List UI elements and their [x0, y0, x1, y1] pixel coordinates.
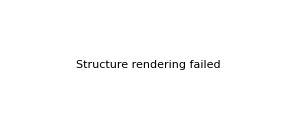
Text: Structure rendering failed: Structure rendering failed — [76, 60, 221, 70]
